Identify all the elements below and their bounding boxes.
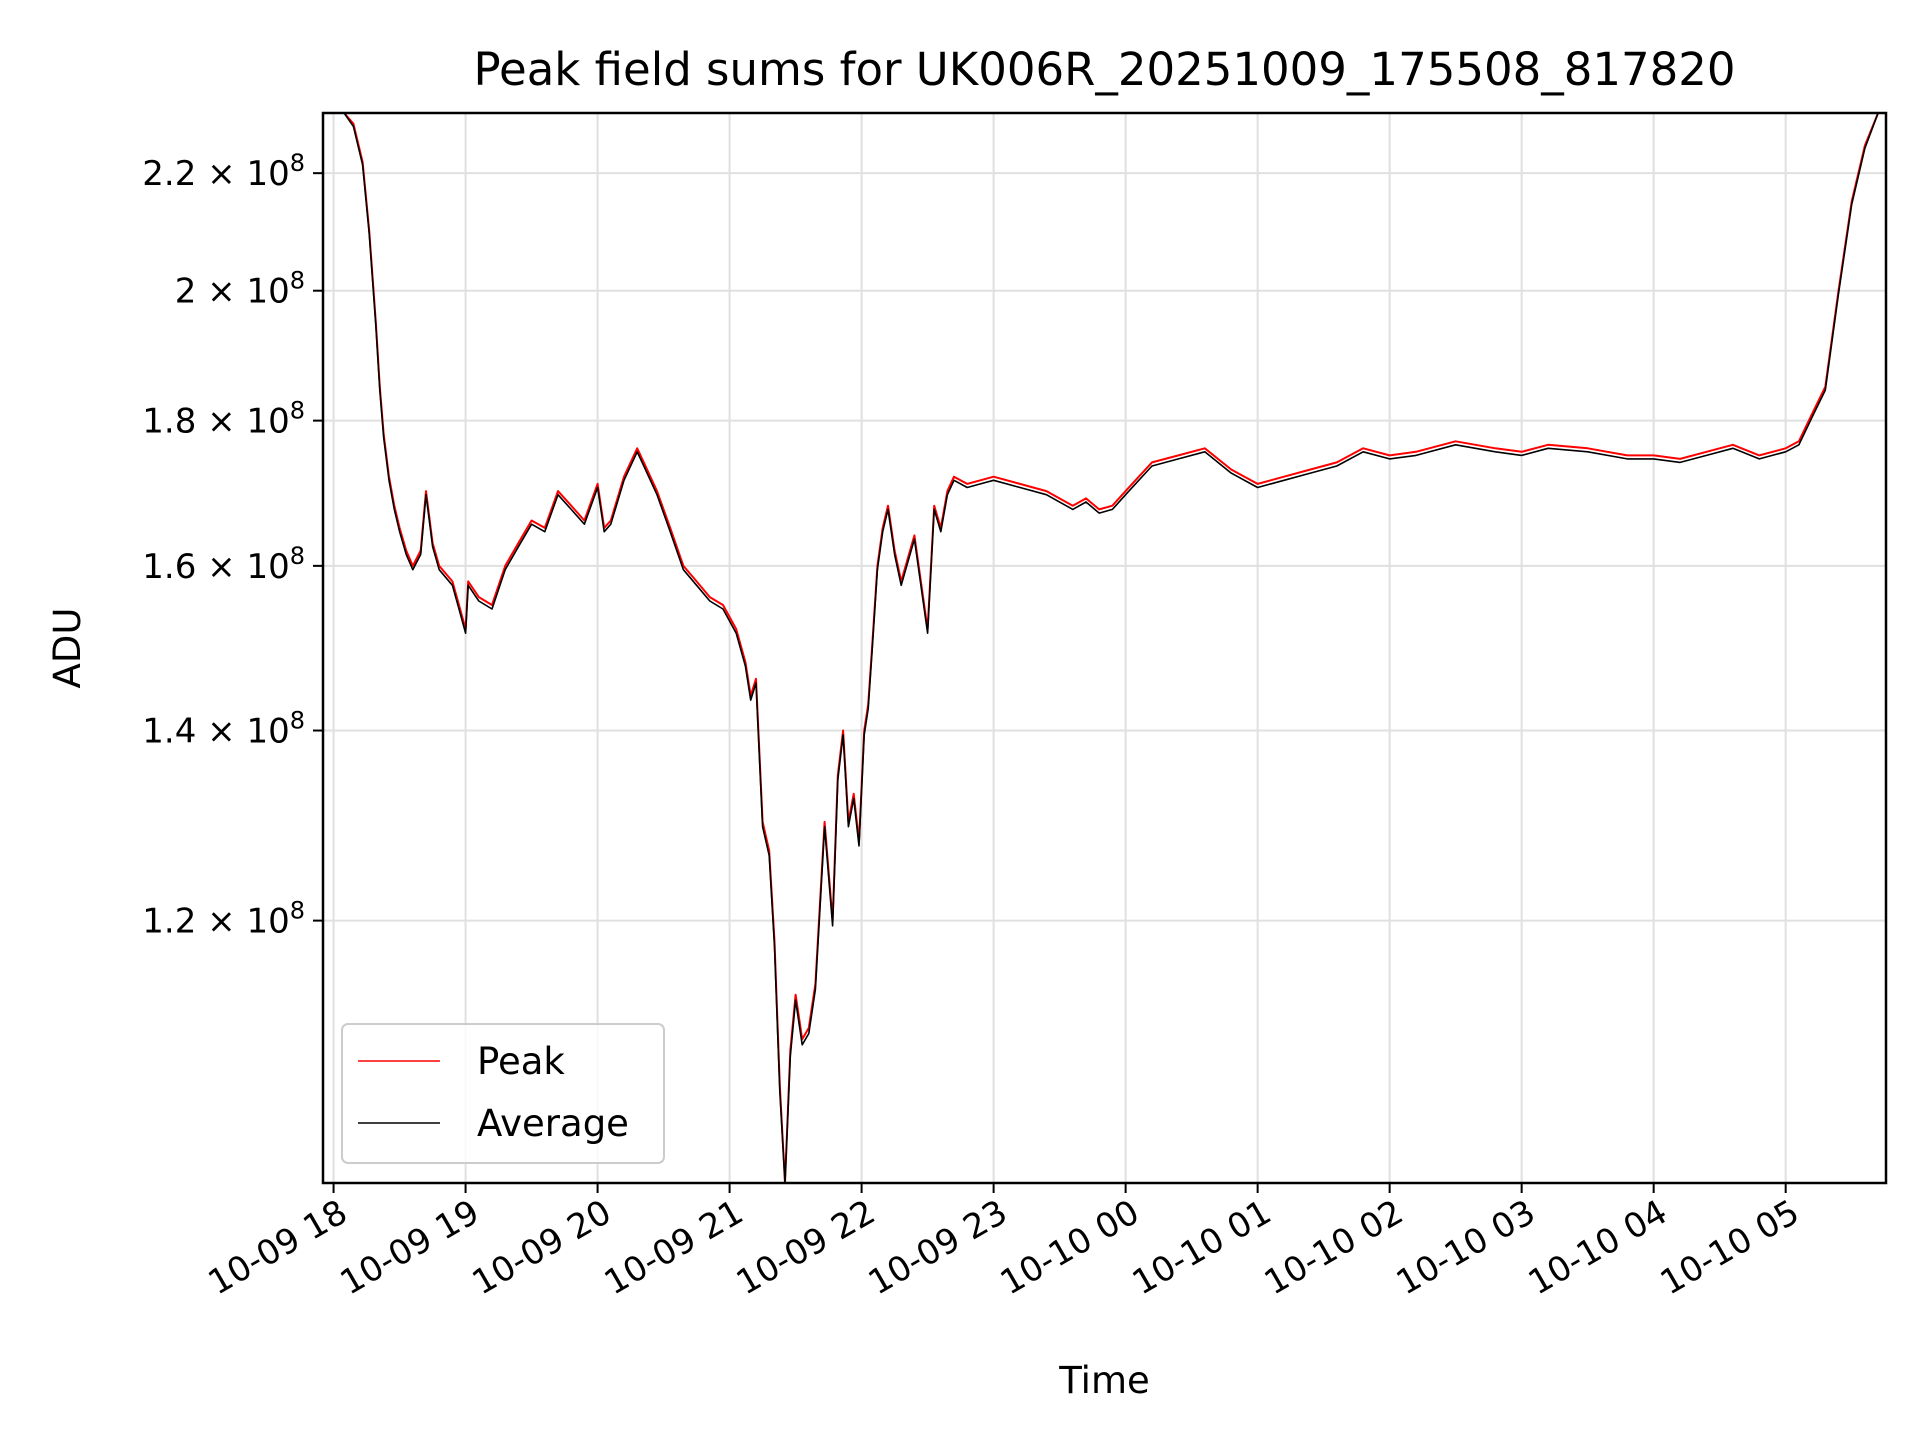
y-tick-label: 1.6 × 108: [142, 542, 305, 587]
y-tick-label: 1.4 × 108: [142, 707, 305, 752]
y-axis-label: ADU: [46, 608, 89, 689]
x-axis-label: Time: [1058, 1359, 1150, 1402]
grid: [323, 113, 1886, 1183]
y-axis-ticks: 1.2 × 108 1.4 × 108 1.6 × 108 1.8 × 108 2 × …: [142, 149, 323, 942]
y-tick-label: 2.2 × 108: [142, 149, 305, 194]
legend-peak-label: Peak: [477, 1040, 565, 1083]
plot-frame: [321, 111, 1888, 1185]
chart-title: Peak field sums for UK006R_20251009_1755…: [474, 43, 1736, 96]
y-tick-label: 1.2 × 108: [142, 897, 305, 942]
series-line-average: [323, 112, 1886, 1184]
series-lines: [323, 112, 1886, 1184]
legend-average-label: Average: [477, 1102, 629, 1145]
legend-box: [341, 1023, 665, 1164]
y-tick-label: 1.8 × 108: [142, 397, 305, 442]
y-tick-label: 2 × 108: [175, 267, 305, 312]
legend: Peak Average: [341, 1023, 665, 1164]
